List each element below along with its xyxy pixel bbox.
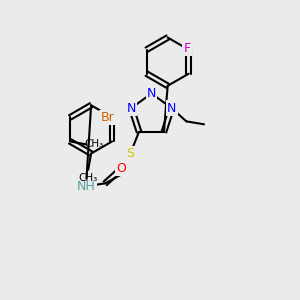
Text: NH: NH <box>76 180 95 193</box>
Text: CH₃: CH₃ <box>84 140 104 149</box>
Text: N: N <box>127 102 136 115</box>
Text: Br: Br <box>101 111 115 124</box>
Text: N: N <box>167 102 176 115</box>
Text: CH₃: CH₃ <box>79 173 98 183</box>
Text: S: S <box>126 147 134 161</box>
Text: O: O <box>116 162 126 175</box>
Text: N: N <box>147 87 156 100</box>
Text: F: F <box>184 42 191 55</box>
